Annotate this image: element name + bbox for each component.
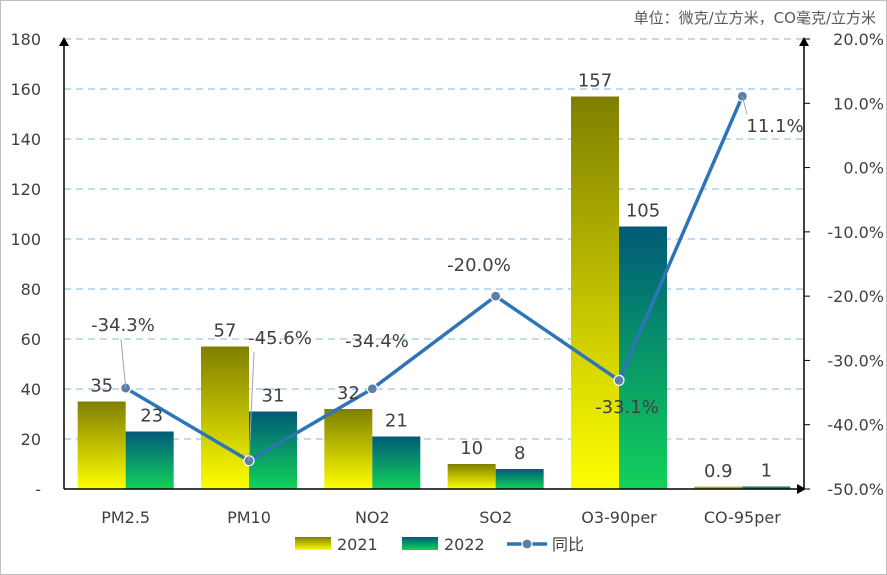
y-left-tick-label: 140	[10, 130, 41, 149]
y-right-tick-label: -20.0%	[827, 287, 884, 306]
bars	[77, 96, 791, 489]
x-tick-label: PM10	[227, 508, 271, 527]
bar-2022	[619, 226, 667, 489]
yoy-series-line	[124, 95, 744, 463]
bar-2022	[125, 431, 174, 489]
legend-swatch-2022	[402, 537, 438, 550]
bar-2022	[495, 469, 544, 489]
y-left-tick-label: 160	[10, 80, 41, 99]
legend-label-yoy: 同比	[552, 535, 584, 554]
yoy-label-leader	[741, 96, 748, 115]
x-tick-label: NO2	[355, 508, 390, 527]
yoy-label-leader	[120, 338, 127, 389]
grid-lines	[64, 38, 804, 440]
bar-2021	[324, 409, 373, 489]
axes: - 20 40 60 80 100 120 140 160 180 -50.0% -40.0% -30.…	[10, 30, 884, 527]
legend-swatch-2021	[295, 537, 331, 550]
data-labels: 35 23 57 31 32 21 10 8 157 105 0.9 1 -34.3% -45.6% -34…	[90, 71, 803, 482]
bar-2022	[742, 486, 791, 489]
bar-2021	[694, 486, 743, 489]
bar-2022-value-label: 1	[761, 461, 772, 482]
legend: 2021 2022 同比	[295, 535, 584, 554]
bar-2021	[447, 464, 496, 489]
y-left-tick-label: 40	[21, 380, 41, 399]
yoy-line	[120, 90, 748, 467]
yoy-value-label: -20.0%	[447, 255, 511, 276]
y-left-tick-label: 60	[21, 330, 41, 349]
y-right-tick-label: -10.0%	[827, 223, 884, 242]
bar-2022-value-label: 21	[385, 411, 408, 432]
bar-2021-value-label: 157	[578, 71, 612, 92]
x-tick-label: O3-90per	[581, 508, 657, 527]
bar-2022-value-label: 8	[514, 443, 525, 464]
y-left-tick-label: 100	[10, 230, 41, 249]
yoy-label-leader	[248, 351, 255, 461]
bar-2022-value-label: 31	[262, 386, 285, 407]
yoy-value-label: -45.6%	[248, 328, 312, 349]
x-tick-label: PM2.5	[101, 508, 150, 527]
y-left-tick-label: 80	[21, 280, 41, 299]
bar-2021-value-label: 10	[460, 438, 483, 459]
y-right-tick-label: 0.0%	[843, 159, 884, 178]
unit-note: 单位：微克/立方米，CO毫克/立方米	[633, 9, 876, 27]
legend-label-2022: 2022	[444, 535, 485, 554]
bar-2022-value-label: 23	[140, 406, 163, 427]
yoy-value-label: -33.1%	[595, 397, 659, 418]
y-right-tick-label: 10.0%	[833, 94, 884, 113]
y-right-tick-label: -50.0%	[827, 480, 884, 499]
y-right-axis-arrow	[799, 37, 809, 46]
x-axis-arrow	[797, 484, 806, 494]
y-left-axis-arrow	[59, 37, 69, 46]
x-tick-label: SO2	[479, 508, 512, 527]
bar-2022	[249, 411, 297, 489]
bar-2021	[77, 401, 126, 489]
bar-2021-value-label: 0.9	[704, 461, 733, 482]
legend-label-2021: 2021	[337, 535, 378, 554]
y-left-tick-label: 120	[10, 180, 41, 199]
yoy-marker	[366, 383, 378, 395]
yoy-marker	[613, 374, 625, 386]
bar-2021-value-label: 32	[337, 383, 360, 404]
bar-2021	[201, 346, 249, 489]
x-tick-label: CO-95per	[704, 508, 781, 527]
bar-2021-value-label: 35	[90, 376, 113, 397]
bar-2022	[372, 436, 421, 489]
bar-2022-value-label: 105	[626, 201, 660, 222]
legend-marker-yoy	[521, 538, 533, 550]
y-left-tick-label: 20	[21, 430, 41, 449]
yoy-marker	[490, 290, 502, 302]
y-left-tick-label: 180	[10, 30, 41, 49]
yoy-value-label: 11.1%	[746, 116, 803, 137]
bar-2021	[571, 96, 619, 489]
y-right-tick-label: 20.0%	[833, 30, 884, 49]
y-right-tick-label: -30.0%	[827, 351, 884, 370]
bar-2021-value-label: 57	[214, 321, 237, 342]
yoy-value-label: -34.3%	[91, 315, 155, 336]
y-left-tick-label: -	[35, 480, 41, 499]
yoy-value-label: -34.4%	[345, 331, 409, 352]
y-right-tick-label: -40.0%	[827, 416, 884, 435]
